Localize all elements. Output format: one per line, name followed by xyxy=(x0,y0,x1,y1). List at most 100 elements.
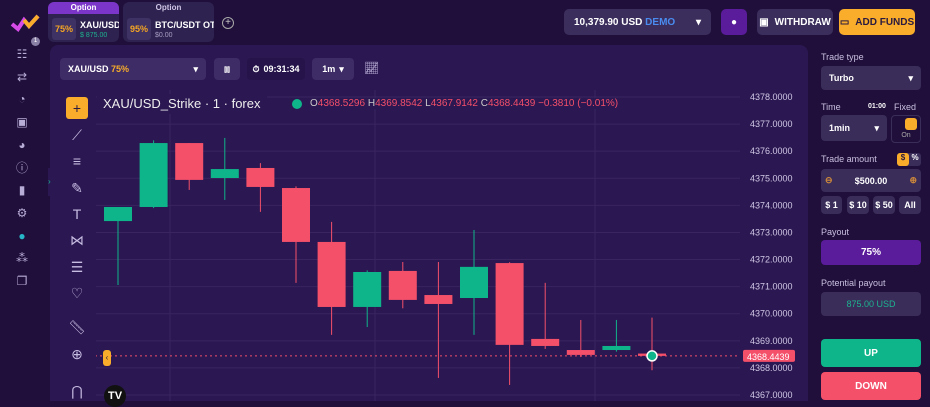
candle-body xyxy=(353,272,382,307)
candle-body xyxy=(210,169,239,179)
exchange-icon[interactable]: ⇄ xyxy=(16,69,28,84)
wallet-icon[interactable]: ▣ xyxy=(16,115,28,130)
y-tick-label: 4369.0000 xyxy=(750,336,793,346)
horizontal-lines-tool-icon[interactable]: ≡ xyxy=(72,153,82,169)
chevron-down-icon: ▾ xyxy=(874,122,879,133)
demo-label: DEMO xyxy=(645,16,676,28)
trade-marker-icon xyxy=(646,350,658,362)
interval-selector[interactable]: 1m ▾ xyxy=(312,58,354,80)
change-value: −0.3810 (−0.01%) xyxy=(538,98,619,109)
text-tool-icon[interactable]: T xyxy=(72,206,82,222)
minus-icon[interactable]: ⊖ xyxy=(825,175,833,185)
y-tick-label: 4370.0000 xyxy=(750,309,793,319)
current-price-badge xyxy=(743,349,795,362)
candle-body xyxy=(566,350,595,355)
candlestick-chart[interactable]: 4378.0000 4377.0000 4376.0000 4375.0000 4374… xyxy=(95,90,808,401)
copy-icon[interactable]: ❐ xyxy=(16,274,28,288)
candle-body xyxy=(317,241,346,307)
close-key: C xyxy=(480,98,488,109)
candle-body xyxy=(282,188,310,242)
balance-dropdown[interactable]: 10,379.90 USD DEMO ▾ xyxy=(564,9,711,35)
down-button[interactable]: DOWN xyxy=(821,372,921,400)
zoom-in-tool-icon[interactable]: ⊕ xyxy=(71,346,83,362)
high-value: 4369.8542 xyxy=(375,98,423,109)
add-funds-button[interactable]: ▭ ADD FUNDS xyxy=(839,9,915,35)
stopwatch-icon: ⏱ xyxy=(252,63,260,74)
fixed-label: Fixed xyxy=(894,102,917,112)
low-key: L xyxy=(425,98,431,109)
candle-body xyxy=(531,338,560,346)
network-icon[interactable]: ⁂ xyxy=(16,251,28,266)
close-value: 4368.4439 xyxy=(488,98,536,109)
settings-icon[interactable]: ⚙ xyxy=(16,205,28,220)
time-select[interactable]: 1min ▾ xyxy=(821,115,887,141)
asset-name: XAU/USD xyxy=(68,64,109,74)
quick-amount-50[interactable]: $ 50 xyxy=(873,196,895,214)
y-tick-label: 4371.0000 xyxy=(750,282,793,292)
y-tick-label: 4373.0000 xyxy=(750,227,793,237)
time-countdown: 01:00 xyxy=(868,103,886,110)
trendline-tool-icon[interactable]: ⟋ xyxy=(72,127,82,143)
y-tick-label: 4367.0000 xyxy=(750,390,793,400)
magnet-tool-icon[interactable]: ⋂ xyxy=(71,383,83,399)
asset-selector[interactable]: XAU/USD 75% ▾ xyxy=(60,58,206,80)
plus-icon[interactable]: ⊕ xyxy=(909,175,917,185)
expand-sidebar-handle[interactable]: › xyxy=(48,168,54,196)
crosshair-tool-icon[interactable]: + xyxy=(66,97,88,119)
info-icon[interactable]: ⓘ xyxy=(15,160,28,175)
collapse-toolbar-handle[interactable]: ‹ xyxy=(103,350,111,366)
withdraw-button[interactable]: ▣ WITHDRAW xyxy=(757,9,833,35)
atm-icon: ▣ xyxy=(759,16,769,28)
quick-amount-10[interactable]: $ 10 xyxy=(847,196,869,214)
quick-amount-1[interactable]: $ 1 xyxy=(821,196,842,214)
balance-amount: 10,379.90 USD xyxy=(574,16,643,28)
trade-type-label: Trade type xyxy=(821,52,864,62)
asset-tab-btcusdt[interactable]: Option 95% BTC/USDT OTC $0.00 xyxy=(123,2,214,42)
candle-body xyxy=(495,263,524,345)
percent-mode[interactable]: % xyxy=(911,153,919,162)
potential-payout-label: Potential payout xyxy=(821,278,886,288)
chevron-down-icon: ▾ xyxy=(193,63,198,74)
add-tab-icon[interactable]: + xyxy=(222,17,234,29)
candle-body xyxy=(424,295,453,304)
chart-type-icon[interactable]: 📈︎ xyxy=(364,61,380,75)
trade-type-select[interactable]: Turbo ▾ xyxy=(821,66,921,90)
tab-sub: $0.00 xyxy=(155,32,173,39)
fixed-toggle[interactable]: On xyxy=(891,115,921,143)
high-key: H xyxy=(367,98,376,109)
interval-value: 1m xyxy=(322,64,336,74)
coin-icon[interactable]: ● xyxy=(18,228,26,243)
profile-button[interactable]: ● xyxy=(721,9,747,35)
timer: ⏱ 09:31:34 xyxy=(247,58,305,80)
pie-chart-icon[interactable]: ◕ xyxy=(18,137,26,152)
up-button[interactable]: UP xyxy=(821,339,921,367)
bar-chart-icon[interactable]: ▮ xyxy=(18,183,26,198)
asset-tab-xauusd[interactable]: Option 75% XAU/USD $ 875.00 xyxy=(48,2,119,42)
candle-body xyxy=(460,266,488,299)
favorites-tool-icon[interactable]: ♡ xyxy=(70,285,84,301)
chevron-down-icon: ▾ xyxy=(908,72,913,83)
fib-tool-icon[interactable]: ☰ xyxy=(70,259,84,275)
time-label: Time xyxy=(821,102,841,112)
ruler-tool-icon[interactable]: 📏︎ xyxy=(68,319,86,335)
brush-tool-icon[interactable]: ✎ xyxy=(71,180,83,196)
tab-name: BTC/USDT OTC xyxy=(155,20,214,30)
potential-payout-value: 875.00 USD xyxy=(821,292,921,316)
tab-header: Option xyxy=(155,3,182,12)
amount-input[interactable]: ⊖ $500.00 ⊕ xyxy=(821,169,921,192)
user-icon: ● xyxy=(730,16,738,28)
chevron-down-icon: ▾ xyxy=(339,63,344,74)
pattern-tool-icon[interactable]: ⋈ xyxy=(70,232,84,248)
globe-icon[interactable]: ◔ xyxy=(18,92,26,107)
chevron-down-icon: ▾ xyxy=(695,16,701,28)
amount-mode-toggle[interactable]: $% xyxy=(897,153,921,166)
quick-amount-all[interactable]: All xyxy=(899,196,921,214)
notification-badge: 1 xyxy=(31,37,40,46)
dollar-mode[interactable]: $ xyxy=(897,153,909,166)
trade-type-value: Turbo xyxy=(829,73,854,83)
y-tick-label: 4374.0000 xyxy=(750,200,793,210)
timer-value: 09:31:34 xyxy=(263,64,300,74)
trades-icon[interactable]: ☷ xyxy=(16,47,28,61)
toggle-label: On xyxy=(901,132,911,139)
indicators-button[interactable]: ⫾⫾ xyxy=(214,58,240,80)
